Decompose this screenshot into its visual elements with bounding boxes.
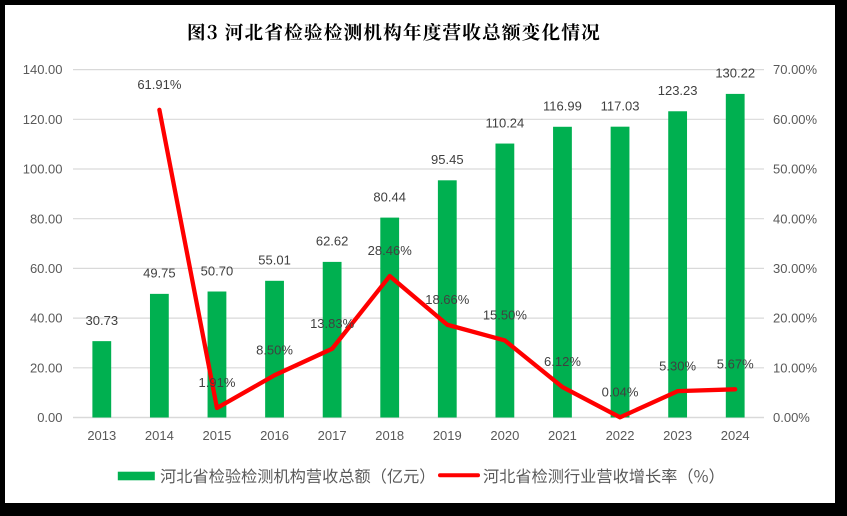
svg-text:0.00%: 0.00%: [773, 410, 810, 425]
svg-text:2022: 2022: [606, 428, 635, 443]
svg-text:6.12%: 6.12%: [544, 354, 581, 369]
svg-text:100.00: 100.00: [23, 162, 63, 177]
svg-text:2021: 2021: [548, 428, 577, 443]
svg-text:50.00%: 50.00%: [773, 162, 818, 177]
svg-text:18.66%: 18.66%: [425, 292, 470, 307]
svg-text:61.91%: 61.91%: [137, 77, 182, 92]
svg-text:40.00: 40.00: [30, 311, 63, 326]
svg-text:8.50%: 8.50%: [256, 342, 293, 357]
svg-text:140.00: 140.00: [23, 62, 63, 77]
svg-text:130.22: 130.22: [715, 66, 755, 81]
svg-text:2024: 2024: [721, 428, 750, 443]
svg-text:2015: 2015: [202, 428, 231, 443]
svg-text:5.30%: 5.30%: [659, 358, 696, 373]
svg-text:60.00: 60.00: [30, 261, 63, 276]
svg-text:1.91%: 1.91%: [199, 375, 236, 390]
svg-text:60.00%: 60.00%: [773, 112, 818, 127]
svg-text:30.00%: 30.00%: [773, 261, 818, 276]
svg-text:13.83%: 13.83%: [310, 316, 355, 331]
svg-text:2016: 2016: [260, 428, 289, 443]
svg-text:116.99: 116.99: [543, 99, 582, 114]
svg-text:110.24: 110.24: [485, 115, 524, 130]
svg-text:80.44: 80.44: [373, 189, 406, 204]
svg-text:2018: 2018: [375, 428, 404, 443]
svg-text:20.00: 20.00: [30, 360, 63, 375]
svg-text:49.75: 49.75: [143, 266, 176, 281]
svg-text:5.67%: 5.67%: [717, 356, 754, 371]
svg-text:70.00%: 70.00%: [773, 62, 818, 77]
svg-text:28.46%: 28.46%: [368, 243, 413, 258]
svg-text:2020: 2020: [490, 428, 519, 443]
svg-text:2013: 2013: [87, 428, 116, 443]
svg-text:2023: 2023: [663, 428, 692, 443]
svg-text:30.73: 30.73: [86, 313, 119, 328]
svg-text:62.62: 62.62: [316, 234, 349, 249]
svg-text:50.70: 50.70: [201, 263, 234, 278]
svg-text:0.00: 0.00: [37, 410, 62, 425]
svg-text:95.45: 95.45: [431, 152, 464, 167]
svg-text:117.03: 117.03: [601, 99, 640, 114]
svg-text:20.00%: 20.00%: [773, 311, 818, 326]
svg-text:0.04%: 0.04%: [602, 384, 639, 399]
svg-text:2017: 2017: [318, 428, 347, 443]
svg-text:15.50%: 15.50%: [483, 308, 528, 323]
svg-text:55.01: 55.01: [258, 253, 291, 268]
svg-text:123.23: 123.23: [658, 83, 698, 98]
svg-text:10.00%: 10.00%: [773, 360, 818, 375]
svg-text:2019: 2019: [433, 428, 462, 443]
svg-text:2014: 2014: [145, 428, 174, 443]
svg-text:80.00: 80.00: [30, 211, 63, 226]
svg-text:40.00%: 40.00%: [773, 211, 818, 226]
svg-text:120.00: 120.00: [23, 112, 63, 127]
